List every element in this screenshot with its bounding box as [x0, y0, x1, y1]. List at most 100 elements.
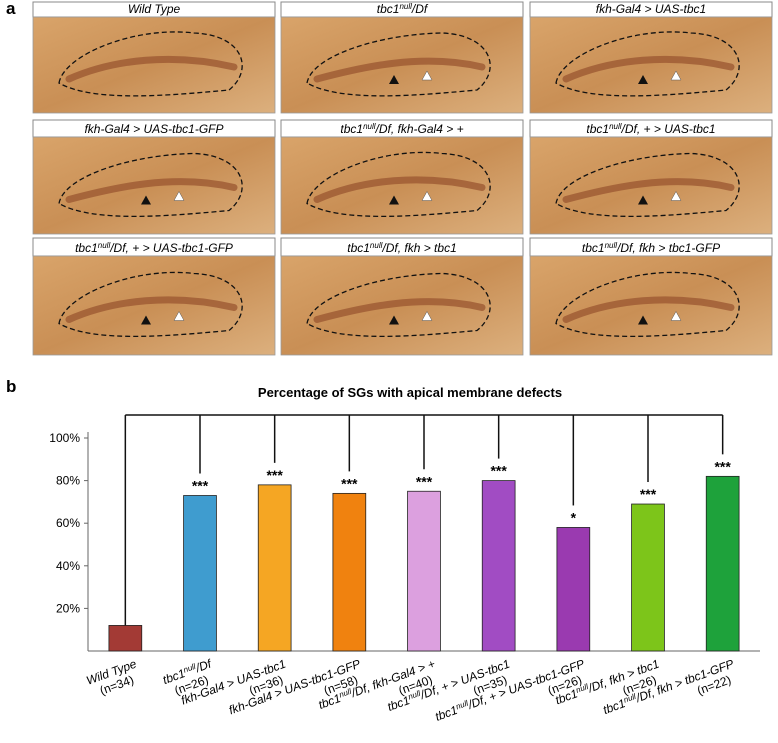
- gland-outline: [306, 32, 491, 97]
- superscript: null: [182, 661, 197, 674]
- x-tick-label-group: tbc1null/Df, fkh > tbc1-GFP(n=22): [601, 657, 736, 717]
- label-part: fkh-Gal4 > UAS-tbc1: [596, 2, 706, 16]
- x-tick-label: tbc1null/Df: [161, 656, 215, 687]
- panel-letter: b: [6, 377, 16, 396]
- gland-outline: [58, 152, 243, 218]
- superscript: null: [622, 691, 637, 704]
- bar: [257, 484, 292, 652]
- arrowhead: [670, 310, 682, 321]
- arrowhead: [670, 70, 682, 81]
- gland-lumen: [313, 298, 486, 323]
- arrowhead: [141, 315, 151, 325]
- x-tick-label-group: Wild Type(n=34): [84, 657, 138, 698]
- micrograph: [280, 136, 524, 235]
- label-part: /Df, + > UAS-tbc1-GFP: [109, 241, 233, 255]
- gland-lumen: [562, 55, 735, 83]
- micrograph: [32, 255, 276, 356]
- label-part: tbc1: [377, 2, 400, 16]
- superscript: null: [363, 122, 376, 131]
- label-part: /Df, fkh-Gal4 > +: [375, 122, 464, 136]
- gland-outline: [555, 271, 740, 338]
- gland-outline: [555, 31, 740, 97]
- panel-label: tbc1null/Df, fkh > tbc1: [347, 241, 457, 256]
- panel-label: tbc1null/Df, fkh > tbc1-GFP: [582, 241, 720, 256]
- panel-label: Wild Type: [128, 2, 181, 16]
- superscript: null: [609, 122, 622, 131]
- arrowhead: [421, 190, 433, 201]
- label-part: Wild Type: [128, 2, 181, 16]
- arrowhead: [421, 310, 433, 321]
- y-tick-label: 80%: [56, 474, 80, 488]
- gland-lumen: [65, 55, 238, 83]
- superscript: null: [605, 241, 618, 250]
- y-tick-label: 100%: [49, 431, 80, 445]
- significance: ***: [640, 486, 657, 502]
- gland-lumen: [65, 296, 238, 323]
- micrograph: [32, 16, 276, 114]
- significance: ***: [341, 475, 358, 491]
- significance: *: [571, 509, 577, 525]
- gland-outline: [58, 31, 243, 97]
- bar: [108, 625, 143, 652]
- significance: ***: [714, 458, 731, 474]
- panel-label: fkh-Gal4 > UAS-tbc1-GFP: [84, 122, 223, 136]
- label-part: /Df, + > UAS-tbc1: [621, 122, 716, 136]
- label-part: fkh-Gal4 > UAS-tbc1-GFP: [84, 122, 223, 136]
- arrowhead: [389, 315, 399, 325]
- superscript: null: [407, 688, 422, 701]
- significance: ***: [416, 473, 433, 489]
- significance: ***: [490, 463, 507, 479]
- y-tick-label: 40%: [56, 559, 80, 573]
- label-part: /Df: [193, 656, 215, 675]
- gland-outline: [555, 152, 740, 218]
- arrowhead: [173, 190, 185, 201]
- arrowhead: [421, 70, 433, 81]
- gland-outline: [58, 271, 243, 338]
- arrowhead: [638, 315, 648, 325]
- micrograph: [529, 255, 773, 356]
- micrograph: [529, 16, 773, 114]
- superscript: null: [574, 682, 589, 695]
- panel-label: fkh-Gal4 > UAS-tbc1: [596, 2, 706, 16]
- gland-lumen: [562, 178, 735, 203]
- arrowhead: [173, 310, 185, 321]
- panel-label: tbc1null/Df, fkh-Gal4 > +: [340, 122, 463, 137]
- gland-outline: [306, 151, 491, 218]
- y-tick-label: 20%: [56, 601, 80, 615]
- significance: ***: [192, 478, 209, 494]
- label-part: tbc1: [75, 241, 98, 255]
- bar: [481, 480, 516, 652]
- chart-title: Percentage of SGs with apical membrane d…: [258, 385, 562, 400]
- arrowhead: [670, 190, 682, 201]
- bar: [332, 492, 367, 652]
- label-part: tbc1: [347, 241, 370, 255]
- bar: [705, 475, 740, 652]
- superscript: null: [454, 698, 469, 711]
- label-part: tbc1: [340, 122, 363, 136]
- superscript: null: [338, 686, 353, 699]
- significance: ***: [266, 467, 283, 483]
- panel-label: tbc1null/Df, + > UAS-tbc1-GFP: [75, 241, 233, 256]
- gland-lumen: [65, 178, 238, 203]
- panel-label: tbc1null/Df: [377, 2, 429, 17]
- gland-lumen: [313, 176, 486, 203]
- bar: [183, 495, 217, 652]
- gland-lumen: [562, 296, 735, 323]
- arrowhead: [389, 75, 399, 84]
- superscript: null: [370, 241, 383, 250]
- arrowhead: [389, 195, 399, 205]
- gland-outline: [306, 272, 491, 338]
- label-part: /Df: [411, 2, 429, 16]
- label-part: tbc1: [582, 241, 605, 255]
- label-part: /Df, fkh > tbc1: [381, 241, 456, 255]
- label-part: tbc1: [586, 122, 609, 136]
- superscript: null: [98, 241, 111, 250]
- panel-label: tbc1null/Df, + > UAS-tbc1: [586, 122, 715, 137]
- arrowhead: [638, 195, 648, 205]
- gland-lumen: [313, 57, 486, 83]
- arrowhead: [141, 195, 151, 205]
- y-tick-label: 60%: [56, 516, 80, 530]
- bar: [407, 490, 441, 652]
- arrowhead: [638, 75, 648, 84]
